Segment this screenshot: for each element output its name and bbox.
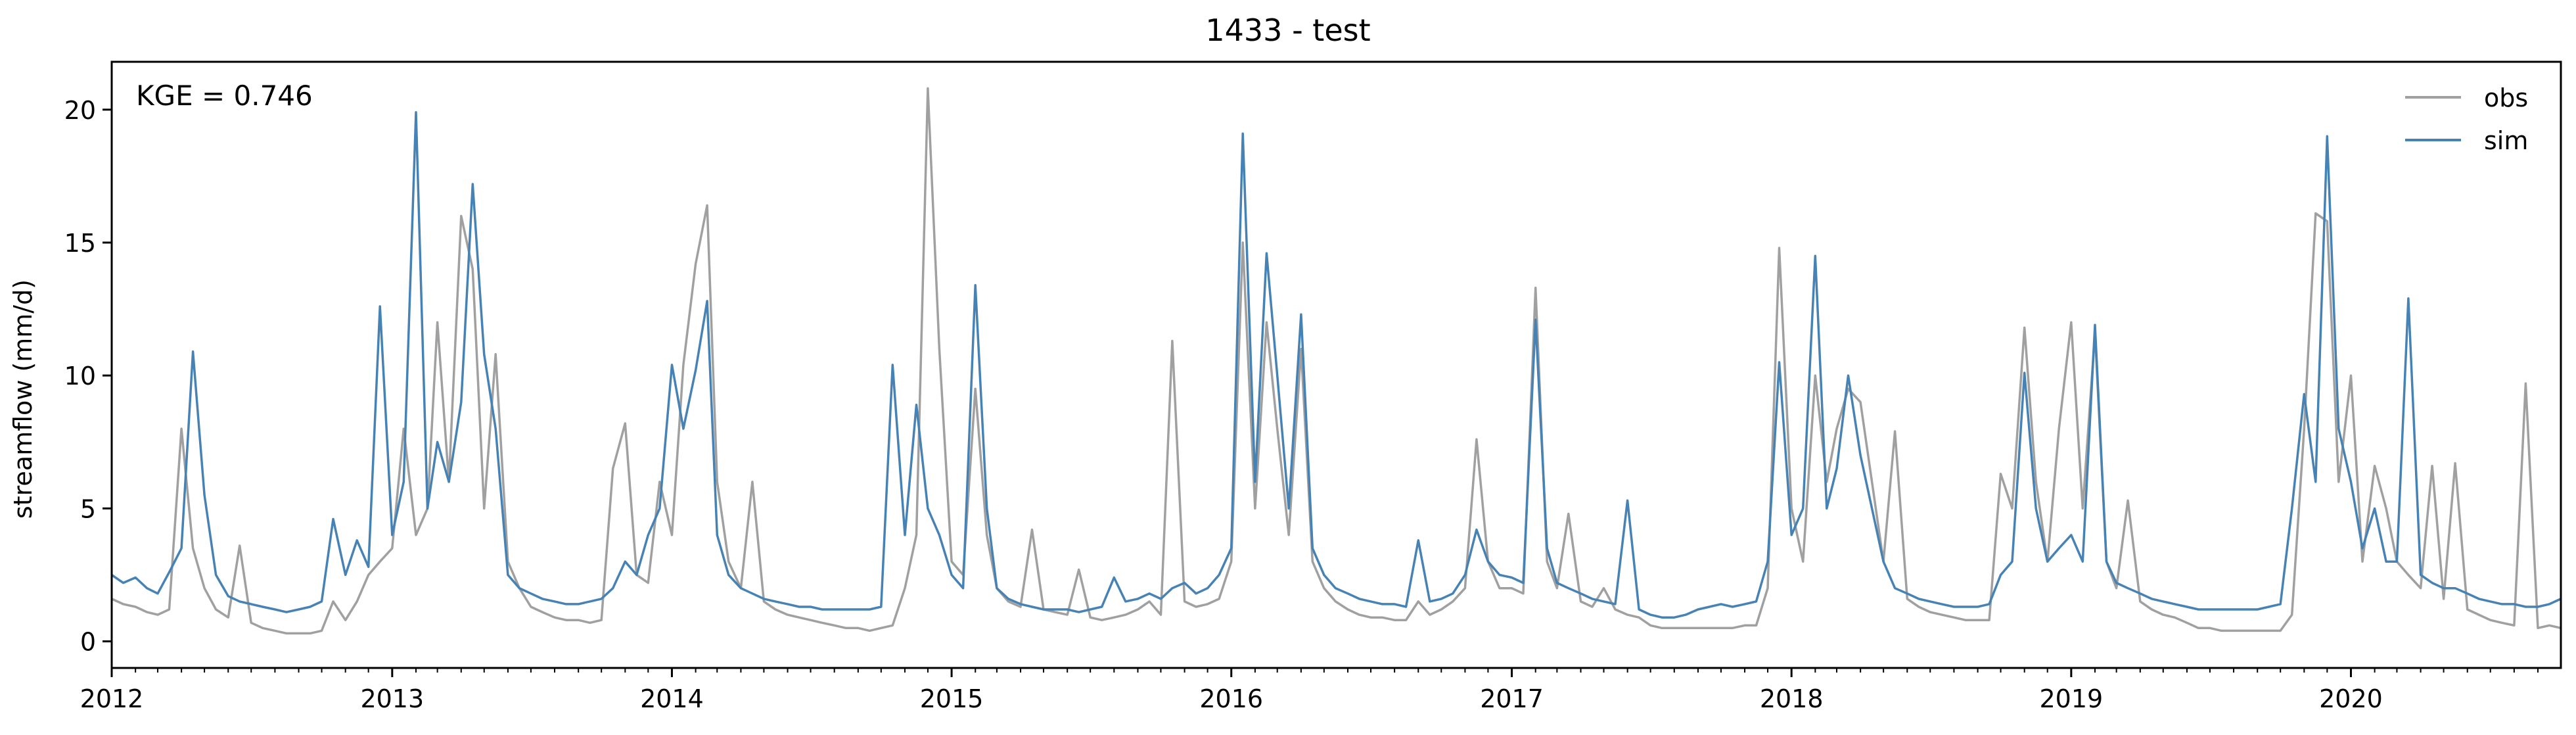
x-tick-label-2020: 2020 [2319,684,2383,713]
kge-annotation: KGE = 0.746 [136,80,313,112]
y-tick-label-0: 0 [80,628,96,657]
plot-area-frame [110,60,2562,669]
x-tick-label-2016: 2016 [1199,684,1263,713]
y-tick-label-5: 5 [80,494,96,523]
y-axis-label: streamflow (mm/d) [9,279,37,519]
legend-label-sim: sim [2484,126,2528,155]
x-tick-label-2015: 2015 [920,684,984,713]
legend: obs sim [2405,83,2528,155]
y-tick-label-10: 10 [64,362,96,391]
axis-layer: 0 5 10 15 20 2012 2013 2014 2015 2016 2017 2018 2019… [64,96,2539,713]
x-tick-label-2013: 2013 [360,684,424,713]
x-tick-label-2019: 2019 [2039,684,2103,713]
legend-label-obs: obs [2484,83,2528,112]
x-tick-label-2012: 2012 [80,684,144,713]
y-tick-label-15: 15 [64,229,96,258]
x-tick-label-2014: 2014 [640,684,704,713]
x-tick-label-2018: 2018 [1760,684,1824,713]
series-layer [111,87,2562,635]
y-tick-label-20: 20 [64,96,96,125]
x-tick-label-2017: 2017 [1480,684,1544,713]
chart-title: 1433 - test [1205,12,1370,48]
series-line-obs [111,87,2562,635]
series-line-sim [111,111,2562,619]
